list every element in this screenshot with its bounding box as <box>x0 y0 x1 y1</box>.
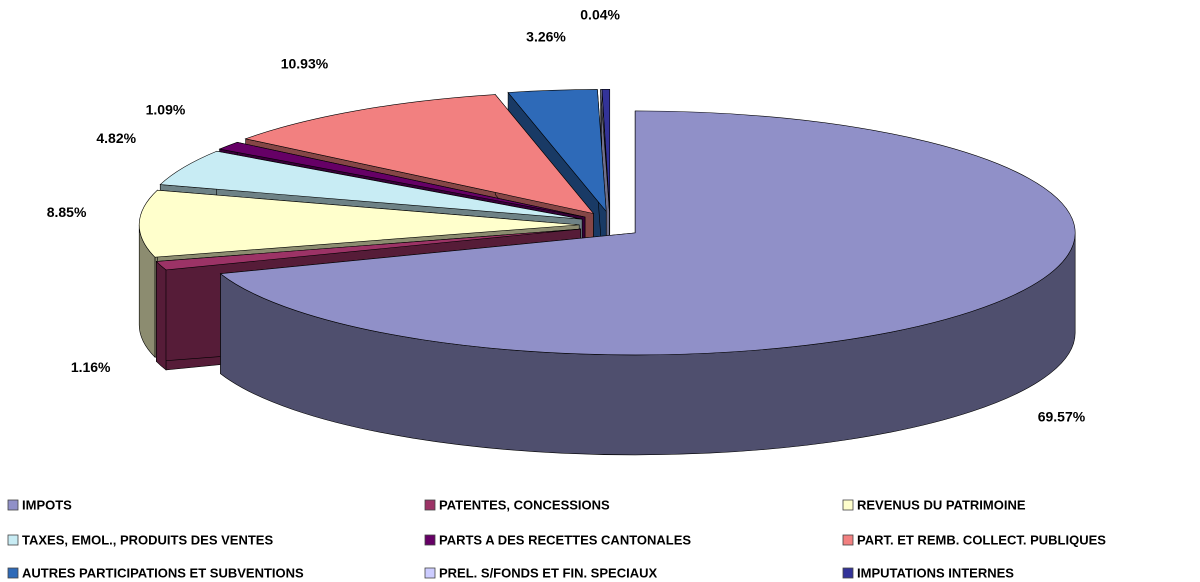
legend-swatch <box>424 534 436 546</box>
slice-top <box>155 228 581 271</box>
slice-top <box>601 89 611 212</box>
legend-label: IMPUTATIONS INTERNES <box>857 565 1014 580</box>
slice-top <box>159 150 583 220</box>
legend-label: PREL. S/FONDS ET FIN. SPECIAUX <box>439 565 657 580</box>
legend-swatch <box>7 534 19 546</box>
data-label: 8.85% <box>47 204 87 220</box>
legend-label: PART. ET REMB. COLLECT. PUBLIQUES <box>857 532 1106 547</box>
slice <box>219 110 1076 456</box>
slice-top <box>138 189 580 258</box>
legend-swatch <box>842 499 854 511</box>
slice-wall <box>156 260 167 371</box>
legend-label: IMPOTS <box>22 497 72 512</box>
data-label: 4.82% <box>96 130 136 146</box>
legend-label: PATENTES, CONCESSIONS <box>439 497 610 512</box>
data-label: 0.04% <box>580 7 620 23</box>
legend-label: TAXES, EMOL., PRODUITS DES VENTES <box>22 532 273 547</box>
data-label: 3.26% <box>526 29 566 45</box>
legend-swatch <box>7 499 19 511</box>
data-label: 10.93% <box>281 55 329 71</box>
slice-top <box>218 141 586 218</box>
legend: IMPOTS PATENTES, CONCESSIONS REVENUS DU PA… <box>7 497 1106 580</box>
legend-swatch <box>424 567 436 579</box>
data-label: 1.09% <box>146 101 186 117</box>
legend-label: AUTRES PARTICIPATIONS ET SUBVENTIONS <box>22 565 304 580</box>
slice-top <box>219 110 1076 356</box>
labels: 69.57% 1.16% 8.85% 4.82% 1.09% 10.93% 3.26% 0.0… <box>47 0 1086 425</box>
slice-top <box>600 89 610 212</box>
slice-top <box>244 94 595 214</box>
legend-swatch <box>7 567 19 579</box>
slice-top <box>507 89 607 213</box>
pie <box>138 89 1076 456</box>
legend-swatch <box>842 567 854 579</box>
legend-swatch <box>424 499 436 511</box>
data-label: 0.28% <box>586 0 626 1</box>
legend-swatch <box>842 534 854 546</box>
legend-label: PARTS A DES RECETTES CANTONALES <box>439 532 691 547</box>
data-label: 69.57% <box>1038 409 1086 425</box>
legend-label: REVENUS DU PATRIMOINE <box>857 497 1026 512</box>
data-label: 1.16% <box>71 359 111 375</box>
